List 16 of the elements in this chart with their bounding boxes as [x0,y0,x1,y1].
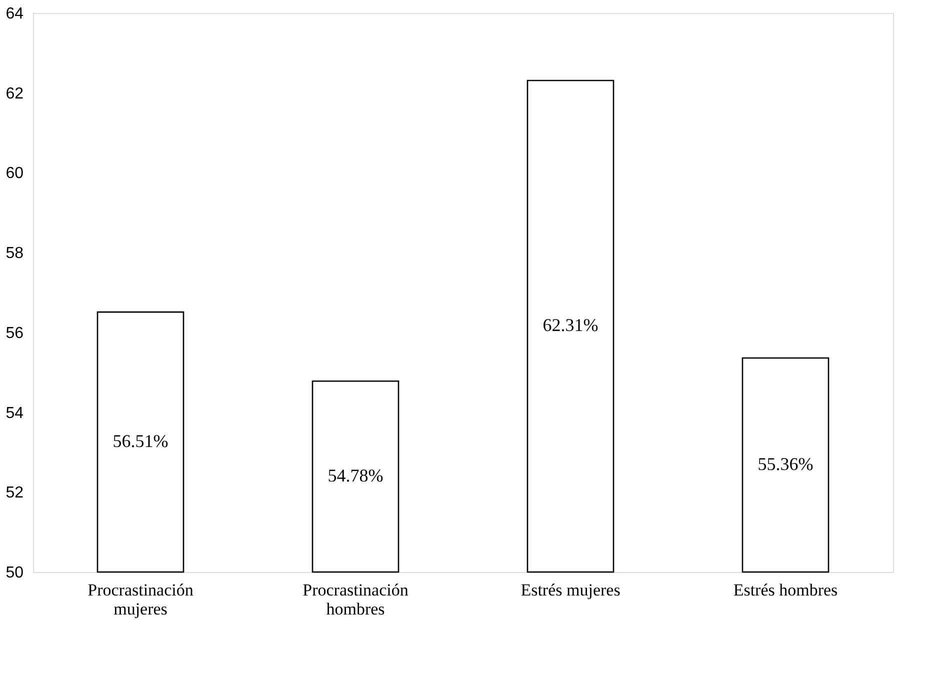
y-tick-label: 58 [6,245,24,262]
x-tick-label: Procrastinación hombres [302,580,409,618]
y-tick-label: 56 [6,324,24,342]
y-tick-label: 60 [6,165,24,182]
x-tick-label: Estrés hombres [733,580,838,600]
y-tick-label: 62 [6,85,24,102]
x-tick-label: Procrastinación mujeres [88,580,194,618]
data-label: 62.31% [542,315,598,336]
y-tick-label: 50 [6,564,24,582]
data-label: 55.36% [758,454,814,474]
data-label: 54.78% [328,466,384,486]
y-tick-label: 54 [6,404,24,422]
data-label: 56.51% [112,431,168,452]
x-tick-label: Estrés mujeres [520,580,620,600]
y-tick-label: 52 [6,484,24,502]
y-tick-label: 64 [6,6,24,22]
